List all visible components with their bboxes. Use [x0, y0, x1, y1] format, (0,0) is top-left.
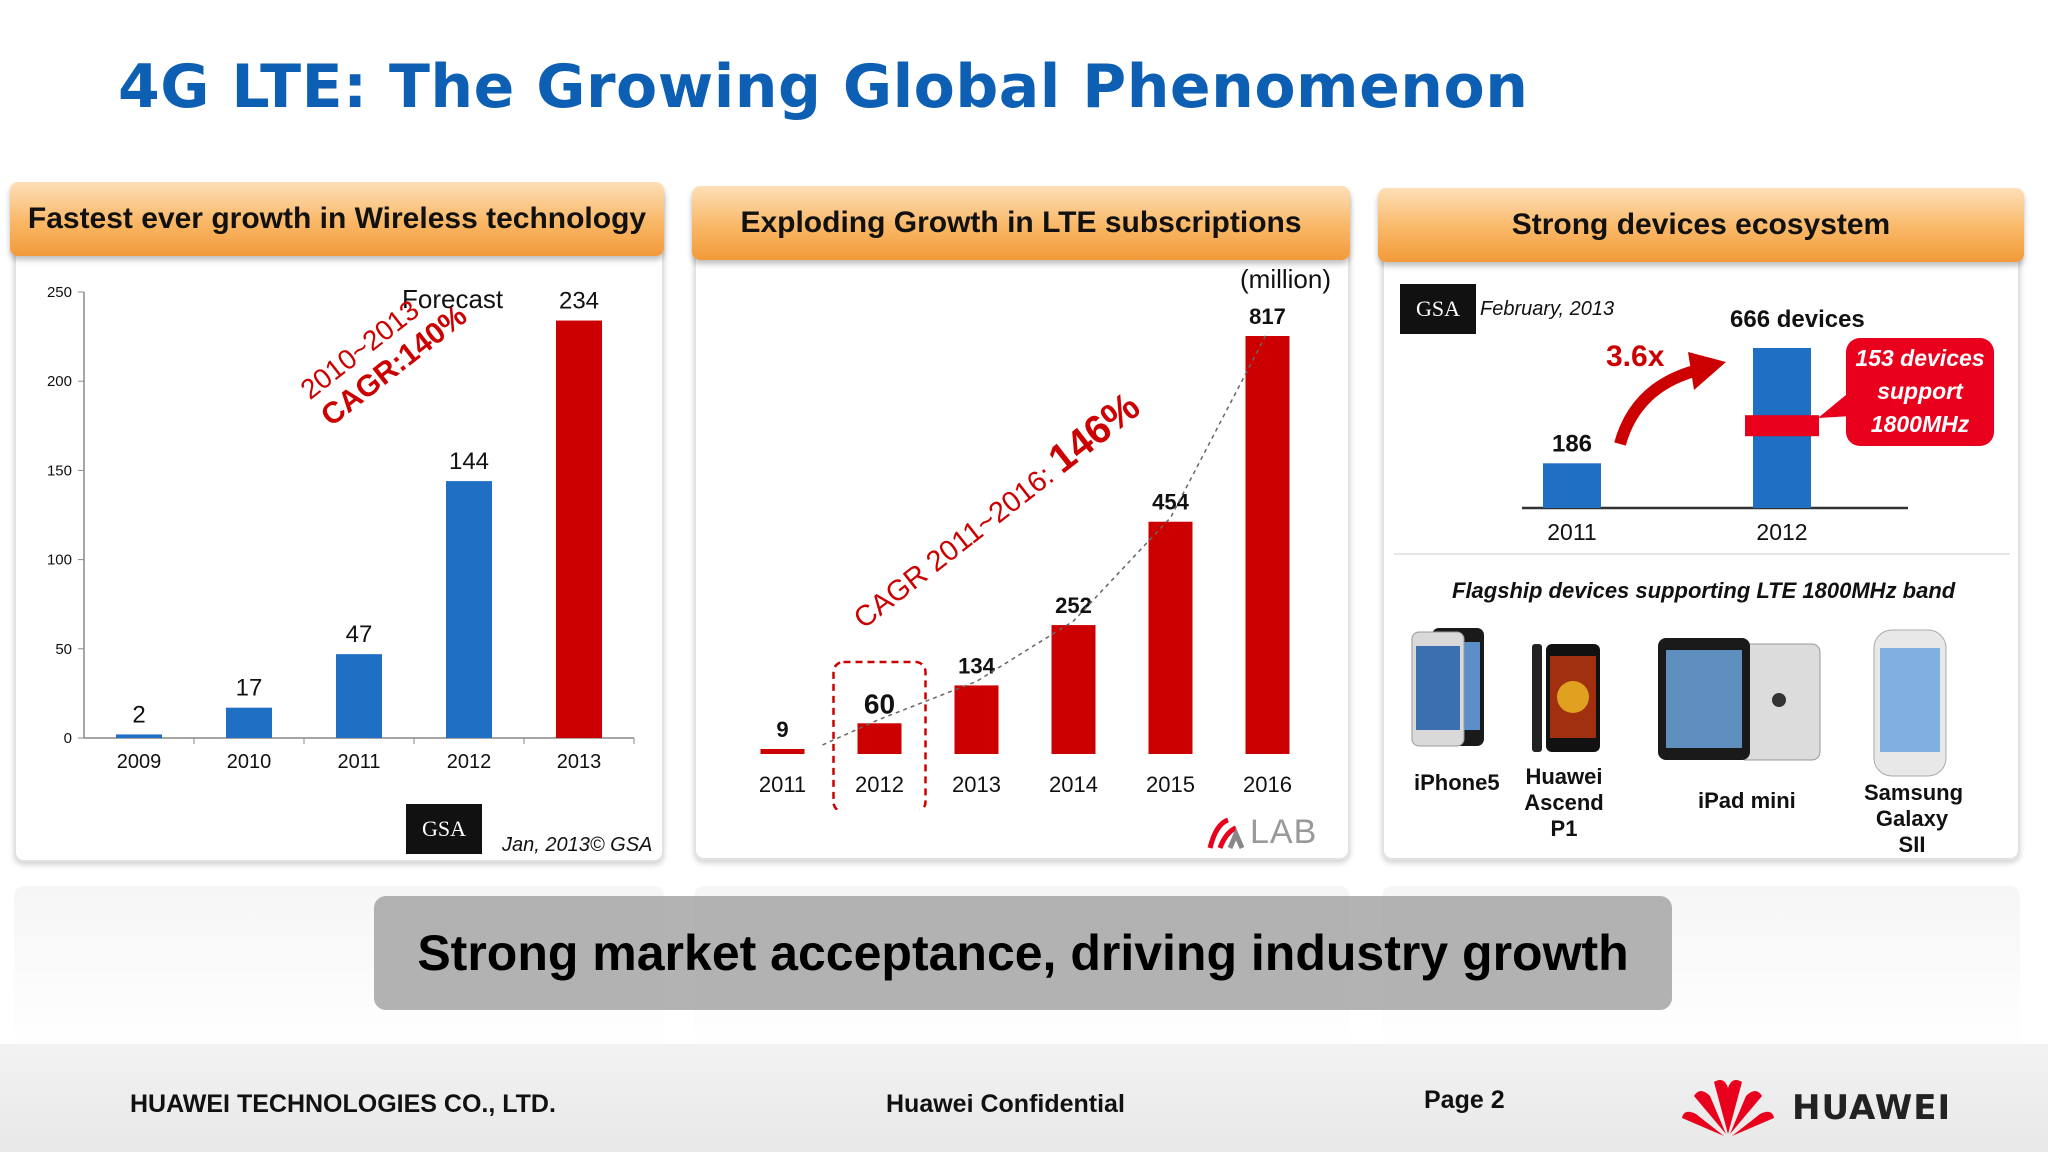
iphone5-image	[1410, 626, 1486, 755]
x-tick-label: 2011	[337, 751, 380, 773]
data-label: 2	[132, 701, 145, 728]
data-label: 817	[1249, 304, 1286, 329]
y-tick-label: 150	[47, 462, 72, 479]
gsa-logo: GSA	[406, 804, 482, 854]
flagship-title: Flagship devices supporting LTE 1800MHz …	[1452, 578, 1956, 603]
x-tick-label: 2015	[1146, 772, 1195, 797]
callout-line: support	[1877, 378, 1963, 404]
device-label: iPhone5	[1414, 770, 1500, 795]
y-tick-label: 0	[64, 730, 72, 747]
data-label: 17	[236, 675, 263, 702]
subscriptions-panel-header: Exploding Growth in LTE subscriptions	[692, 186, 1350, 260]
x-tick-label: 2011	[759, 772, 806, 797]
mlab-text: LAB	[1250, 812, 1318, 851]
source-note: Jan, 2013© GSA	[502, 834, 653, 856]
y-tick-label: 50	[55, 641, 72, 658]
huawei-logo-icon	[1682, 1080, 1774, 1136]
growth-multiplier: 3.6x	[1606, 340, 1665, 373]
confidential-label: Huawei Confidential	[886, 1090, 1125, 1118]
bar-2016	[1245, 336, 1290, 754]
data-label: 9	[776, 717, 788, 742]
huawei-ascend-p1-image	[1530, 642, 1602, 759]
growth-panel-title: Fastest ever growth in Wireless technolo…	[27, 202, 647, 235]
x-tick-label: 2012	[1756, 519, 1807, 545]
bar-2010	[226, 707, 272, 738]
callout-1800mhz: 153 devices support 1800MHz	[1846, 338, 1994, 446]
x-tick-label: 2016	[1243, 772, 1292, 797]
source-date: February, 2013	[1480, 298, 1615, 320]
data-label: 186	[1552, 430, 1592, 457]
device-label-group: Samsung Galaxy SII	[1864, 780, 1964, 858]
data-label: 144	[449, 448, 489, 475]
mlab-wave-icon	[1207, 817, 1245, 849]
data-label: 60	[864, 688, 895, 719]
growth-bar-chart: 0 50 100 150 200 250 2 2009 17 2010 47 2011 144 2012 2…	[47, 284, 635, 773]
page-title: 4G LTE: The Growing Global Phenomenon	[118, 52, 1529, 122]
bar-2011	[336, 654, 382, 738]
x-tick-label: 2011	[1547, 519, 1596, 545]
footer: HUAWEI TECHNOLOGIES CO., LTD. Huawei Con…	[0, 1044, 2048, 1152]
callout-line: 1800MHz	[1870, 411, 1970, 437]
company-name: HUAWEI TECHNOLOGIES CO., LTD.	[130, 1090, 556, 1118]
bar-2015	[1148, 521, 1193, 754]
bar-2012	[446, 481, 492, 738]
y-tick-label: 100	[47, 552, 72, 569]
samsung-galaxy-sii-image	[1872, 628, 1948, 783]
trend-line	[822, 331, 1269, 746]
growth-panel-header: Fastest ever growth in Wireless technolo…	[10, 182, 664, 256]
growth-panel	[14, 186, 664, 862]
device-label: iPad mini	[1698, 788, 1796, 813]
x-tick-label: 2012	[447, 751, 492, 773]
ipad-mini-image	[1656, 636, 1822, 769]
divider	[1394, 553, 2010, 555]
bar-2014	[1051, 625, 1096, 754]
data-label: 134	[958, 653, 995, 678]
bar-2011	[1543, 463, 1601, 508]
subscriptions-panel-title: Exploding Growth in LTE subscriptions	[740, 206, 1302, 239]
forecast-label: Forecast	[402, 284, 504, 314]
growth-arrow	[1614, 364, 1700, 446]
devices-panel-title: Strong devices ecosystem	[1511, 208, 1891, 241]
x-tick-label: 2009	[117, 751, 162, 773]
growth-arrow-head	[1688, 352, 1726, 390]
summary-banner-text: Strong market acceptance, driving indust…	[417, 925, 1629, 981]
data-label: 47	[346, 621, 373, 648]
callout-pointer	[1818, 390, 1852, 418]
bar-1800mhz-segment	[1745, 415, 1819, 437]
device-label-group: Huawei Ascend P1	[1514, 764, 1614, 842]
x-tick-label: 2014	[1049, 772, 1098, 797]
page-number: Page 2	[1424, 1086, 1505, 1114]
devices-bar-chart: 186 2011 2012	[1522, 348, 1908, 545]
x-tick-label: 2012	[855, 772, 904, 797]
x-tick-label: 2013	[952, 772, 1001, 797]
bar-2009	[116, 734, 162, 738]
x-tick-label: 2013	[557, 751, 602, 773]
y-tick-label: 250	[47, 284, 72, 301]
highlight-box	[832, 660, 927, 810]
y-tick-label: 200	[47, 373, 72, 390]
device-label: Ascend P1	[1524, 790, 1604, 841]
huawei-brand: HUAWEI	[1792, 1088, 1952, 1128]
unit-label: (million)	[1240, 264, 1331, 294]
gsa-logo: GSA	[1400, 284, 1476, 334]
callout-line: 153 devices	[1855, 345, 1985, 371]
device-label: Huawei	[1525, 764, 1603, 789]
subscriptions-panel	[694, 190, 1350, 860]
mlab-logo: LAB	[1206, 812, 1317, 852]
bar-2013	[954, 685, 999, 754]
bar-2012	[857, 723, 902, 754]
data-label: 252	[1055, 593, 1092, 618]
device-label: Galaxy SII	[1875, 806, 1949, 857]
summary-banner: Strong market acceptance, driving indust…	[374, 896, 1672, 1010]
device-label: Samsung	[1864, 780, 1964, 805]
bar-2011	[760, 749, 805, 754]
devices-panel-header: Strong devices ecosystem	[1378, 188, 2024, 262]
data-label: 234	[559, 288, 599, 315]
x-tick-label: 2010	[227, 751, 272, 773]
devices-count-label: 666 devices	[1730, 306, 1865, 333]
bar-2013	[556, 320, 602, 738]
